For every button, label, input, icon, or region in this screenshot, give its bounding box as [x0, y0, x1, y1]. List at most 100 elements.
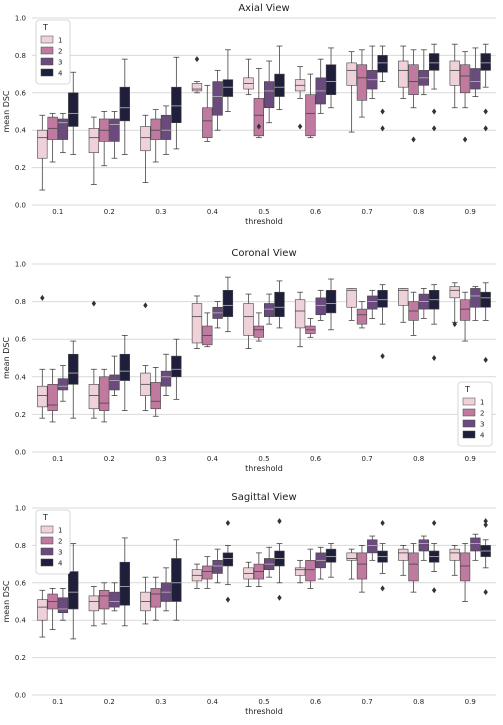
box-series-3-t0.6 — [315, 289, 326, 321]
y-tick-label: 0.0 — [15, 202, 26, 210]
box-body — [191, 83, 203, 92]
box-series-4-t0.8 — [428, 519, 440, 594]
legend-label: 2 — [58, 48, 62, 56]
chart-title: Coronal View — [231, 248, 296, 259]
box-series-3-t0.8 — [418, 288, 429, 319]
box-body — [119, 561, 130, 606]
box-series-3-t0.7 — [367, 535, 378, 561]
box-body — [171, 355, 182, 378]
box-series-3-t0.4 — [212, 548, 223, 584]
box-body — [377, 55, 388, 73]
outlier-marker — [431, 125, 437, 132]
box-body — [367, 539, 378, 554]
box-body — [470, 68, 481, 90]
box-body — [88, 384, 100, 410]
box-body — [150, 588, 161, 608]
x-tick-label: 0.5 — [258, 208, 269, 216]
outlier-marker — [40, 294, 45, 301]
y-tick-label: 1.0 — [15, 261, 26, 269]
x-tick-label: 0.8 — [413, 208, 424, 216]
box-series-4-t0.1 — [68, 543, 79, 640]
box-series-4-t0.5 — [274, 518, 285, 601]
box-body — [68, 571, 79, 610]
x-tick-label: 0.7 — [362, 208, 373, 216]
box-body — [325, 64, 337, 95]
box-body — [356, 308, 368, 325]
box-series-2-t0.9 — [459, 51, 471, 143]
box-body — [191, 303, 203, 344]
box-body — [294, 567, 306, 576]
box-body — [470, 288, 481, 308]
legend-swatch-3 — [40, 547, 54, 556]
box-series-1-t0.4 — [191, 56, 203, 94]
box-body — [325, 548, 337, 563]
y-tick-label: 0.8 — [15, 298, 26, 306]
box-body — [305, 560, 316, 582]
chart-panel-1: Axial View 0.0 0.2 0.4 0.6 0.8 1.0 mean DSC 0.1 0… — [2, 3, 496, 226]
box-series-2-t0.2 — [99, 582, 110, 625]
box-series-2-t0.8 — [408, 543, 419, 593]
box-series-1-t0.3 — [140, 576, 151, 625]
box-series-3-t0.6 — [315, 546, 326, 580]
box-series-2-t0.6 — [305, 548, 316, 589]
box-body — [222, 552, 234, 567]
box-body — [449, 548, 460, 561]
box-body — [99, 376, 110, 411]
box-body — [346, 552, 357, 561]
box-series-3-t0.9 — [470, 47, 481, 97]
box-series-4-t0.3 — [171, 539, 182, 621]
box-series-1-t0.5 — [243, 293, 254, 350]
x-axis-title: threshold — [245, 464, 283, 473]
box-series-4-t0.5 — [274, 280, 285, 329]
x-tick-label: 0.9 — [465, 208, 476, 216]
outlier-marker — [483, 521, 488, 528]
box-body — [356, 552, 368, 580]
y-tick-label: 0.8 — [15, 542, 26, 550]
box-series-4-t0.9 — [480, 43, 491, 132]
box-series-4-t0.9 — [480, 518, 491, 596]
x-tick-label: 0.1 — [52, 455, 63, 463]
box-body — [377, 290, 388, 308]
outlier-marker — [431, 519, 437, 526]
box-series-1-t0.2 — [88, 300, 100, 419]
box-series-3-t0.4 — [212, 69, 223, 131]
box-body — [47, 384, 58, 411]
box-series-3-t0.3 — [160, 353, 172, 397]
box-series-2-t0.9 — [459, 291, 471, 342]
outlier-marker — [431, 108, 437, 115]
outlier-marker — [431, 587, 437, 594]
box-series-1-t0.2 — [88, 116, 100, 185]
outlier-marker — [380, 585, 385, 592]
box-body — [57, 118, 69, 140]
outlier-marker — [194, 56, 200, 63]
box-series-4-t0.6 — [325, 47, 337, 109]
x-tick-label: 0.4 — [207, 455, 219, 463]
box-series-2-t0.4 — [202, 556, 213, 589]
box-series-3-t0.8 — [418, 49, 429, 96]
box-body — [160, 370, 172, 387]
legend-swatch-3 — [462, 419, 476, 428]
box-series-4-t0.2 — [119, 537, 130, 627]
box-series-3-t0.1 — [57, 365, 69, 402]
legend-label: 4 — [480, 432, 485, 440]
x-tick-label: 0.7 — [362, 698, 373, 706]
box-body — [202, 565, 213, 580]
box-body — [398, 60, 409, 88]
x-tick-label: 0.4 — [207, 698, 219, 706]
box-body — [57, 597, 69, 614]
box-series-3-t0.9 — [470, 533, 481, 561]
box-body — [88, 595, 100, 612]
x-tick-label: 0.1 — [52, 208, 63, 216]
y-tick-label: 0.2 — [15, 164, 26, 172]
x-tick-label: 0.6 — [310, 698, 322, 706]
legend-title: T — [42, 23, 48, 32]
box-body — [243, 303, 254, 336]
box-body — [408, 552, 419, 582]
legend-title: T — [42, 513, 48, 522]
box-body — [294, 299, 306, 329]
box-series-2-t0.5 — [253, 312, 265, 342]
y-axis-title: mean DSC — [2, 580, 11, 622]
box-body — [212, 560, 223, 574]
box-body — [449, 286, 460, 299]
chart-panel-2: Coronal View 0.0 0.2 0.4 0.6 0.8 1.0 mean DSC 0.… — [2, 248, 496, 473]
